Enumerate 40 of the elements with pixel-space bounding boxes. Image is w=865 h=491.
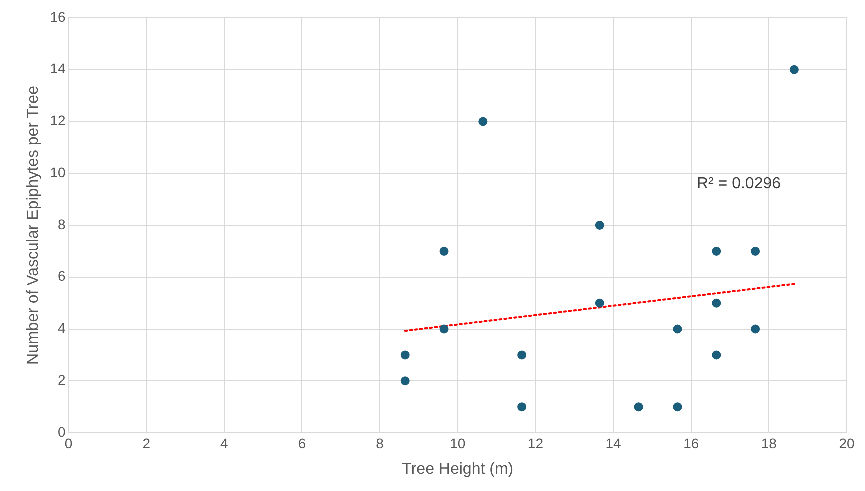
annotation: R² = 0.0296: [696, 175, 782, 192]
x-tick-label: 10: [450, 435, 466, 452]
point: [400, 350, 410, 360]
x-tick-label: 16: [684, 435, 700, 452]
y-tick-label: 6: [58, 268, 66, 284]
point: [712, 350, 722, 360]
x-tick-label: 20: [839, 435, 855, 452]
x-tick-label: 12: [528, 435, 544, 452]
point: [595, 298, 604, 308]
x-tick-label: 4: [220, 435, 229, 452]
point: [400, 376, 410, 386]
point: [673, 324, 682, 334]
y-tick-label: 2: [58, 372, 66, 388]
x-axis-title: Tree Height (m): [402, 460, 514, 478]
point: [440, 246, 449, 256]
point: [518, 350, 527, 360]
y-tick-label: 4: [58, 320, 66, 336]
x-tick-label: 2: [142, 435, 151, 452]
y-axis-title: Number of Vascular Epiphytes per Tree: [25, 86, 42, 365]
x-tick-label: 6: [298, 435, 306, 452]
point: [712, 246, 722, 256]
x-tick-label: 14: [606, 435, 622, 452]
y-tick-label: 12: [50, 112, 66, 129]
x-tick-label: 18: [761, 435, 778, 452]
y-tick-label: 8: [58, 216, 66, 232]
x-tick-label: 8: [376, 435, 384, 452]
point: [478, 117, 488, 126]
point: [634, 402, 644, 412]
point: [440, 324, 449, 334]
point: [751, 324, 760, 334]
point: [751, 246, 760, 256]
point: [518, 402, 527, 412]
point: [712, 298, 722, 308]
point: [673, 402, 682, 412]
point: [790, 65, 799, 74]
y-tick-label: 14: [50, 60, 66, 77]
y-tick-label: 0: [58, 424, 66, 440]
point: [595, 221, 604, 230]
y-tick-label: 10: [50, 164, 66, 180]
y-tick-label: 16: [50, 8, 66, 25]
